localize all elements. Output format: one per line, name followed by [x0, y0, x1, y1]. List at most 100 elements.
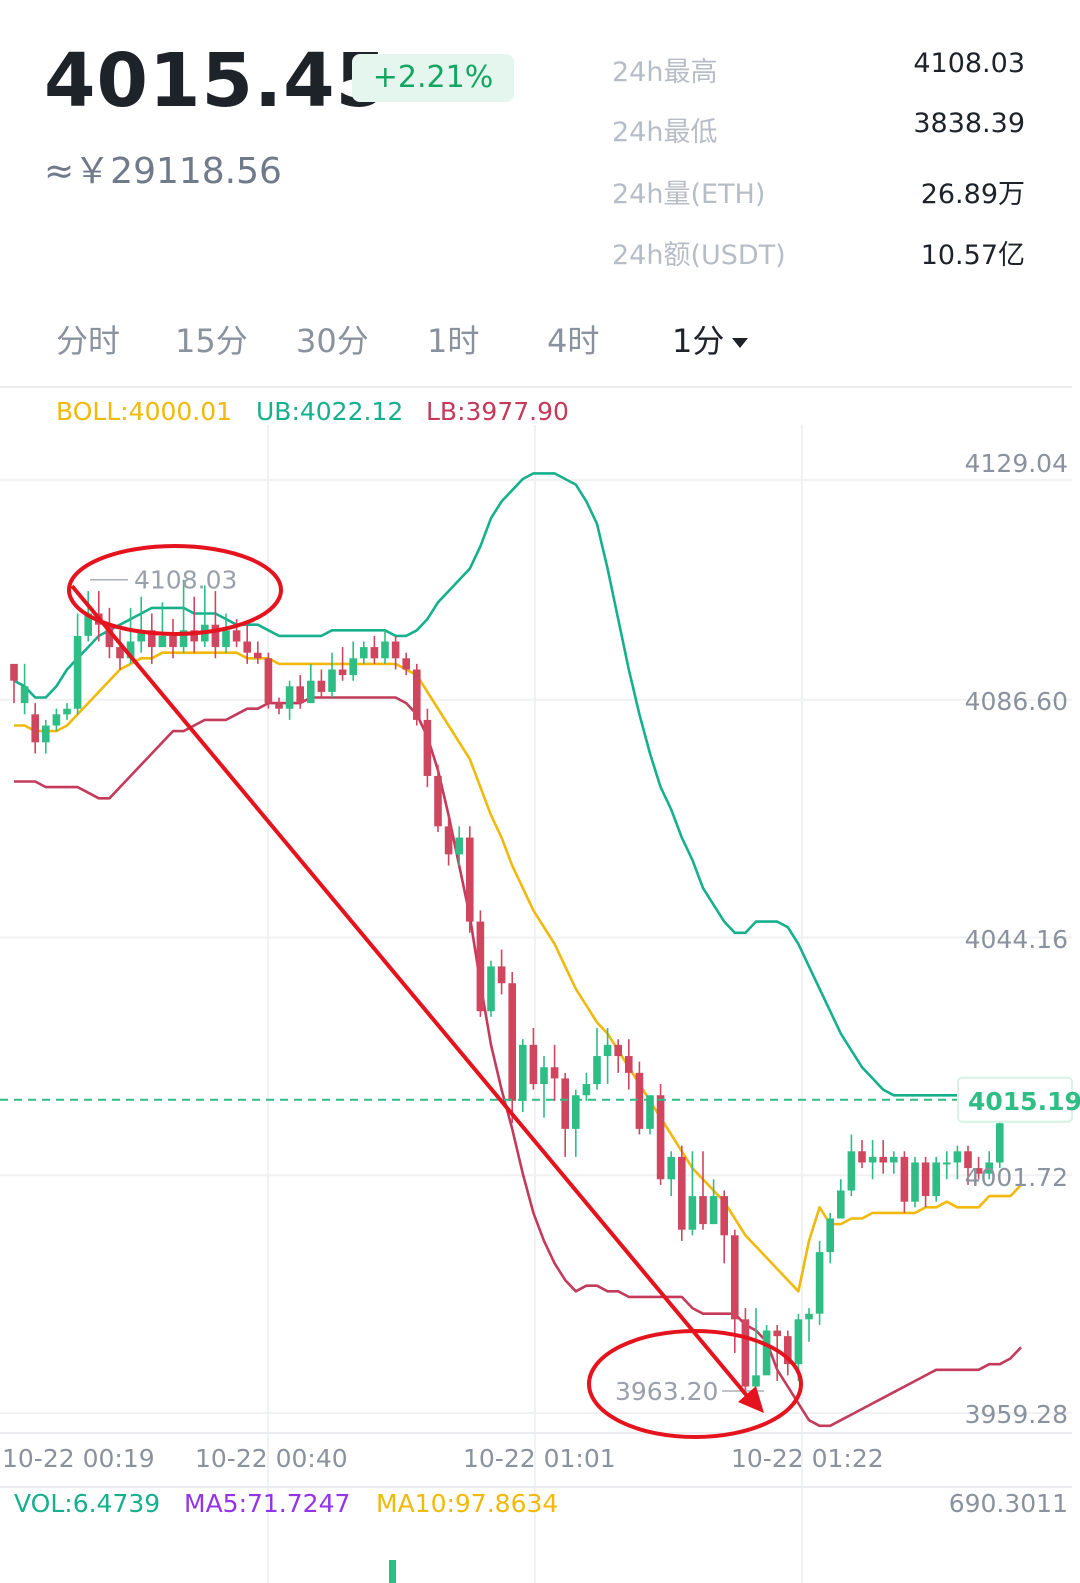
- candle: [879, 1140, 887, 1174]
- candle-body: [688, 1196, 697, 1230]
- annotations: 4015.19 4108.03 3963.20: [0, 544, 1080, 1439]
- candle: [370, 635, 379, 664]
- x-axis-label: 10-22 01:22: [731, 1444, 884, 1473]
- candle-body: [985, 1162, 993, 1174]
- candle-body: [360, 647, 368, 659]
- candle-body: [561, 1078, 569, 1129]
- candle-body: [349, 658, 357, 676]
- candle: [42, 719, 50, 754]
- candle: [285, 680, 294, 720]
- tab-4h[interactable]: 4时: [547, 322, 600, 360]
- tabs-divider: [0, 386, 1072, 388]
- candle-body: [370, 647, 379, 659]
- candle: [550, 1044, 559, 1101]
- annotation-circle-high: [67, 544, 283, 636]
- candle-body: [762, 1330, 771, 1376]
- candle: [561, 1072, 569, 1157]
- candle-body: [476, 921, 485, 1012]
- tab-1m-dropdown[interactable]: 1分: [672, 316, 749, 362]
- candle-body: [529, 1044, 538, 1085]
- tab-timeshare[interactable]: 分时: [56, 322, 121, 360]
- candle: [847, 1134, 856, 1197]
- candle: [63, 703, 71, 720]
- chart-axes: 4129.04 4086.60 4044.16 4001.72 3959.28 10-22…: [2, 449, 1068, 1583]
- candle-body: [614, 1044, 622, 1057]
- candle: [625, 1039, 633, 1090]
- tab-30m[interactable]: 30分: [296, 322, 369, 360]
- candle: [667, 1151, 675, 1197]
- tab-1h[interactable]: 1时: [427, 322, 480, 360]
- candle: [52, 708, 61, 732]
- stat-label-turnover: 24h额(USDT): [612, 240, 786, 271]
- candle: [391, 635, 400, 670]
- candle: [572, 1089, 580, 1157]
- lb-line: [14, 696, 1022, 1428]
- cny-equivalent: ≈￥29118.56: [44, 151, 282, 192]
- candle: [953, 1145, 962, 1180]
- candle-body: [73, 635, 82, 709]
- stat-label-volume: 24h量(ETH): [612, 179, 766, 210]
- candle-body: [815, 1252, 824, 1314]
- candle-body: [222, 630, 230, 648]
- candle-body: [487, 966, 495, 1012]
- tab-15m[interactable]: 15分: [175, 322, 248, 360]
- caret-down-icon: [732, 338, 749, 348]
- y-axis-label: 3959.28: [965, 1400, 1068, 1429]
- candle-body: [264, 658, 273, 704]
- stat-label-high: 24h最高: [612, 57, 718, 88]
- price-change-badge: +2.21%: [352, 54, 514, 102]
- candle-body: [943, 1162, 951, 1165]
- volume-legend: VOL:6.4739: [14, 1489, 160, 1518]
- candle: [275, 697, 283, 715]
- candle-body: [211, 624, 220, 648]
- candle-body: [169, 635, 177, 648]
- candle: [264, 652, 273, 709]
- annotation-arrow-shaft: [70, 584, 750, 1399]
- candle: [444, 815, 453, 866]
- candle: [423, 708, 432, 788]
- candle-body: [890, 1156, 898, 1163]
- candle-body: [317, 680, 326, 692]
- candle-body: [603, 1044, 612, 1057]
- candle-body: [179, 630, 188, 648]
- candle-body: [731, 1235, 739, 1320]
- candle-body: [900, 1156, 909, 1202]
- x-axis-label: 10-22 00:40: [195, 1444, 348, 1473]
- boll-legend: BOLL:4000.01: [56, 397, 233, 426]
- candle: [699, 1151, 707, 1230]
- candle: [169, 619, 177, 659]
- candle: [815, 1240, 824, 1325]
- x-axis-label: 10-22 00:19: [2, 1444, 155, 1473]
- bollinger-bands: [13, 472, 1022, 1428]
- candle-body: [868, 1156, 877, 1163]
- candle-body: [847, 1151, 856, 1191]
- candle-body: [720, 1196, 728, 1236]
- candle: [741, 1308, 750, 1393]
- candle-body: [497, 966, 506, 984]
- candle: [603, 1028, 612, 1085]
- candle-body: [381, 641, 389, 659]
- candle: [868, 1140, 877, 1180]
- candle-body: [307, 680, 315, 704]
- candle-body: [20, 686, 29, 704]
- candle-body: [911, 1162, 919, 1202]
- candle-body: [656, 1095, 665, 1180]
- candle-body: [190, 630, 198, 642]
- candle-body: [116, 647, 124, 659]
- high-marker-label: 4108.03: [134, 566, 237, 595]
- candle-body: [402, 658, 410, 670]
- candle-body: [42, 725, 50, 743]
- candle-body: [646, 1095, 654, 1129]
- last-price: 4015.45: [44, 38, 389, 124]
- candle: [837, 1179, 845, 1219]
- candle: [646, 1095, 654, 1135]
- candle: [943, 1151, 951, 1180]
- candle: [402, 652, 410, 676]
- candle-body: [243, 641, 251, 653]
- chart-grid: [0, 425, 1072, 1583]
- low-marker-label: 3963.20: [615, 1377, 718, 1406]
- candle-body: [232, 630, 241, 642]
- candle: [317, 669, 326, 698]
- candle-body: [964, 1151, 972, 1169]
